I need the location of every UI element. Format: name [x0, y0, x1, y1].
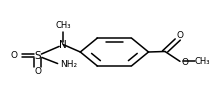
Text: CH₃: CH₃ — [55, 22, 71, 30]
Text: O: O — [34, 67, 41, 76]
Text: CH₃: CH₃ — [195, 57, 210, 66]
Text: O: O — [10, 51, 17, 60]
Text: N: N — [59, 40, 67, 50]
Text: NH₂: NH₂ — [60, 60, 77, 69]
Text: O: O — [181, 58, 188, 67]
Text: S: S — [35, 51, 41, 61]
Text: O: O — [176, 31, 183, 40]
